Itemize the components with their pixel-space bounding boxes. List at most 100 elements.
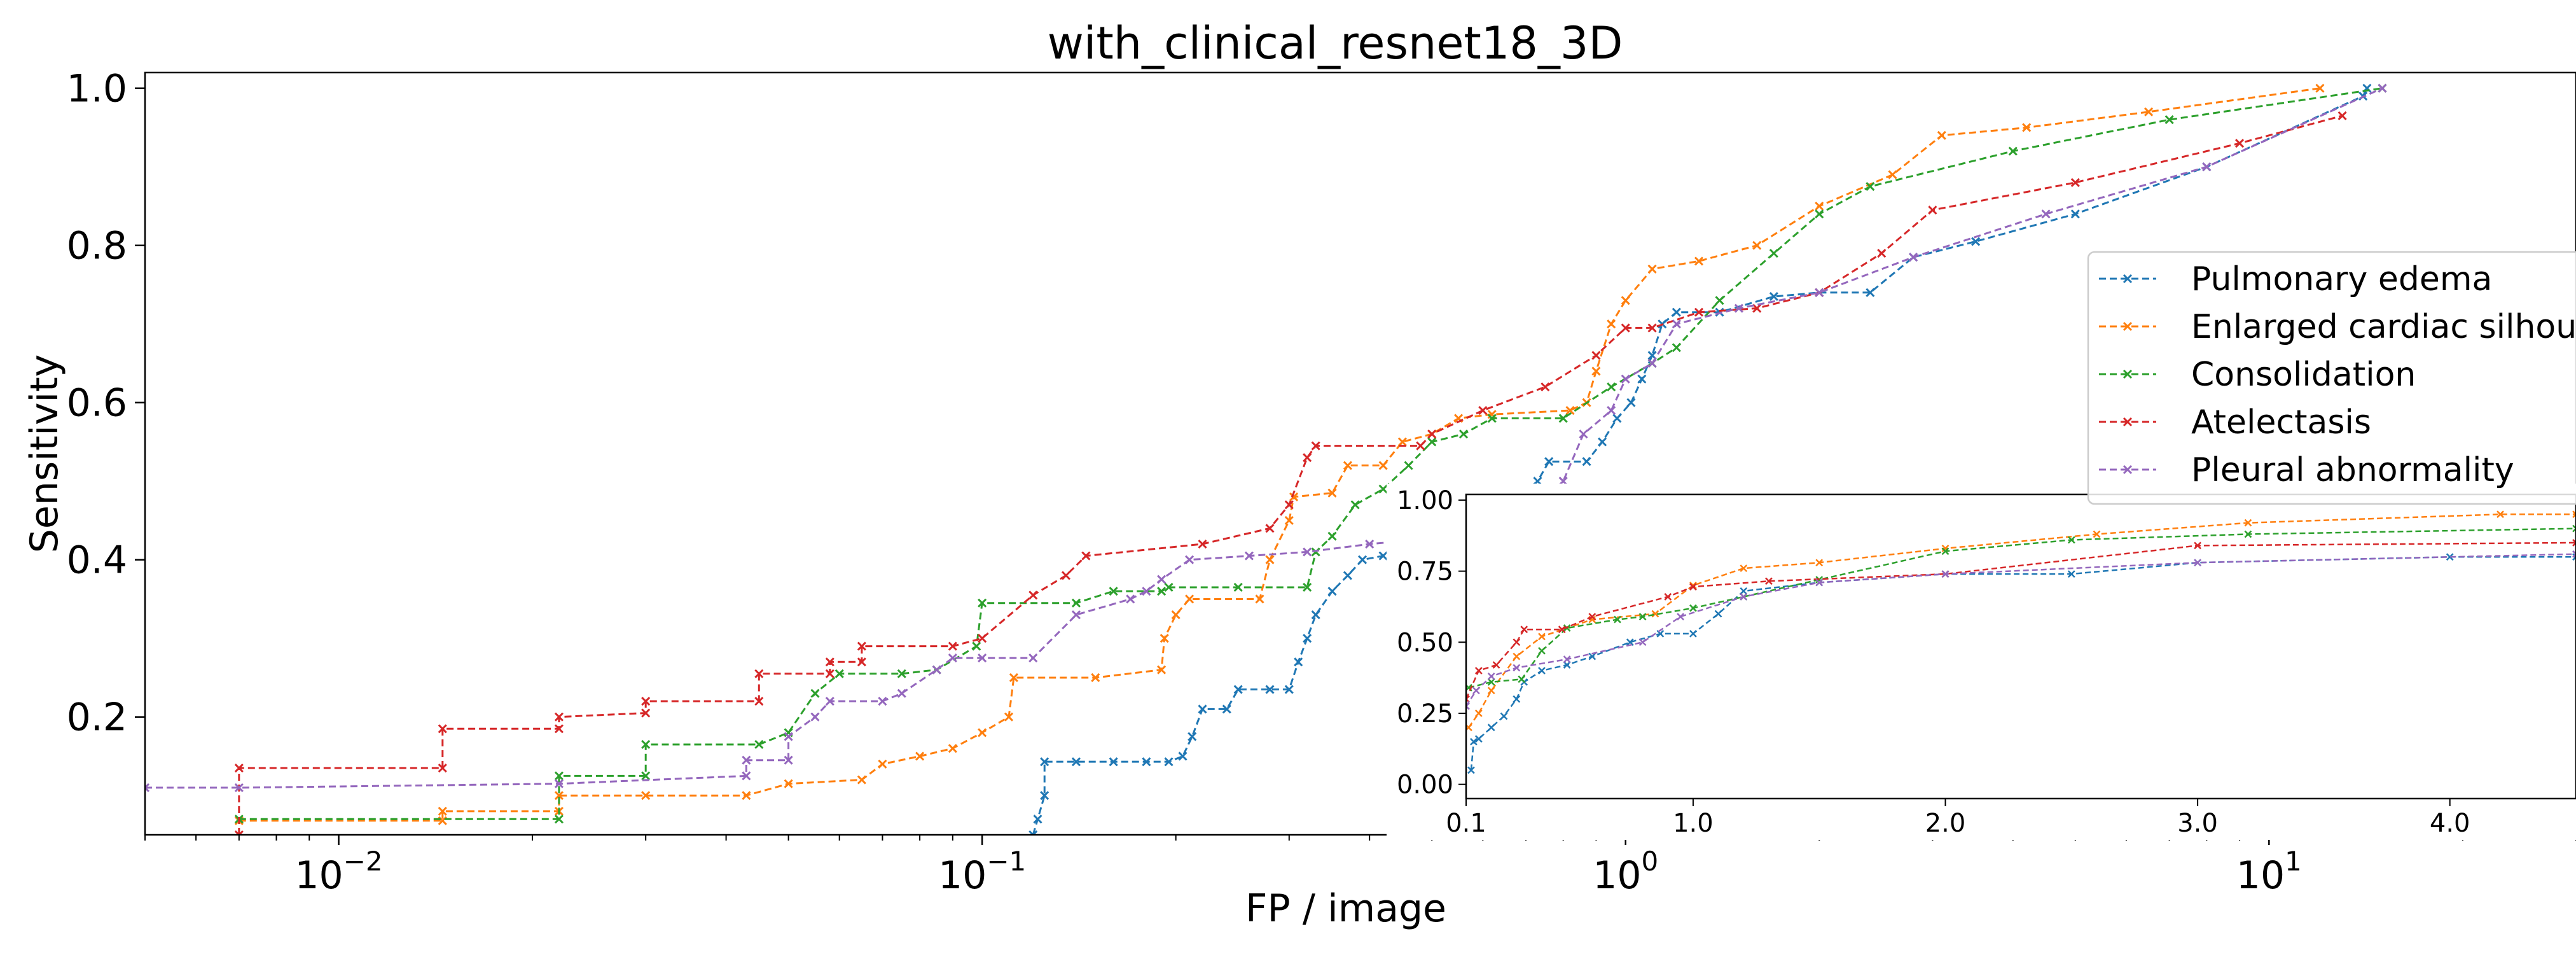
data-point [1311,547,1320,557]
data-point [1303,453,1312,463]
data-point [1327,531,1337,541]
data-point [1185,594,1195,604]
data-point [1311,441,1320,451]
data-point [1284,685,1294,694]
data-point [1343,571,1352,580]
data-point [1607,406,1616,416]
data-point [1091,673,1100,683]
inset-data-point [1563,661,1571,669]
inset-data-point [2194,541,2201,550]
data-point [1866,288,1875,297]
data-point [1365,539,1375,549]
data-point [1028,590,1038,600]
y-tick-label: 1.0 [67,67,127,111]
data-point [978,653,987,663]
inset-data-point [1474,667,1483,674]
data-point [978,598,987,608]
data-point [1404,461,1413,470]
data-point [1378,551,1388,561]
data-point [1071,757,1081,767]
data-point [1579,430,1588,439]
data-point [2378,83,2387,93]
data-point [742,791,751,800]
data-point [1061,571,1071,580]
data-point [234,830,244,835]
data-point [1607,319,1616,329]
legend-marker [2122,274,2133,284]
inset-data-point [1518,675,1526,683]
data-point [554,779,564,788]
data-point [784,779,793,788]
data-point [234,783,244,792]
legend-marker [2122,465,2133,475]
data-point [1109,757,1118,767]
data-point [1289,492,1299,501]
inset-data-point [1520,625,1528,634]
inset-data-point [1626,638,1634,646]
data-point [1612,414,1622,423]
inset-data-point [2572,539,2576,547]
data-point [1427,430,1437,439]
data-point [1188,732,1197,741]
inset-data-point [1472,687,1480,695]
data-point [1769,249,1778,258]
inset-data-point [1740,564,1748,573]
inset-data-point [1474,735,1483,743]
data-point [2202,162,2212,172]
inset-data-point [1638,613,1647,620]
legend-label-enlarged-cardiac-silhouette: Enlarged cardiac silhouette [2191,308,2576,346]
data-point [1544,457,1554,466]
data-point [1327,488,1337,498]
data-point [1478,406,1488,416]
y-tick-label: 0.6 [67,381,127,426]
series-line-consolidation [239,87,2383,820]
data-point [1582,457,1591,466]
data-point [948,744,957,753]
data-point [1265,555,1275,564]
data-point [2337,111,2347,120]
data-point [784,732,793,741]
data-point [1294,657,1303,667]
y-axis-label: Sensitivity [22,354,67,553]
inset-data-point [2572,510,2576,519]
inset-data-point [1492,661,1500,669]
inset-data-point [1588,652,1596,660]
data-point [1647,264,1657,274]
legend-marker [2122,369,2133,379]
inset-data-point [2194,559,2201,567]
data-point [1877,249,1887,258]
x-tick-label: 100 [1593,846,1658,898]
data-point [1416,441,1425,451]
legend-marker [2122,321,2133,332]
data-point [972,641,981,651]
data-point [754,669,764,678]
data-point [1637,374,1647,384]
data-point [554,724,564,734]
data-point [2070,209,2080,219]
data-point [742,755,751,765]
inset-data-point [1466,695,1470,703]
data-point [1198,704,1207,714]
data-point [1487,414,1497,423]
inset-x-tick-label: 1.0 [1673,809,1714,838]
data-point [1284,515,1294,526]
data-point [1734,304,1743,313]
inset-data-point [1513,664,1521,672]
inset-data-point [1467,766,1475,774]
data-point [948,653,957,663]
data-point [438,806,447,816]
legend-label-pleural-abnormality: Pleural abnormality [2191,451,2514,489]
data-point [2234,139,2245,148]
inset-data-point [1714,610,1722,618]
data-point [897,669,906,678]
inset-y-tick-label: 1.00 [1397,486,1453,515]
data-point [932,665,941,674]
inset-data-point [1563,655,1571,663]
x-tick-label: 101 [2236,846,2302,898]
data-point [1142,587,1151,596]
data-point [1040,757,1049,767]
data-point [1558,414,1568,423]
data-point [1303,634,1312,643]
data-point [1284,500,1294,510]
